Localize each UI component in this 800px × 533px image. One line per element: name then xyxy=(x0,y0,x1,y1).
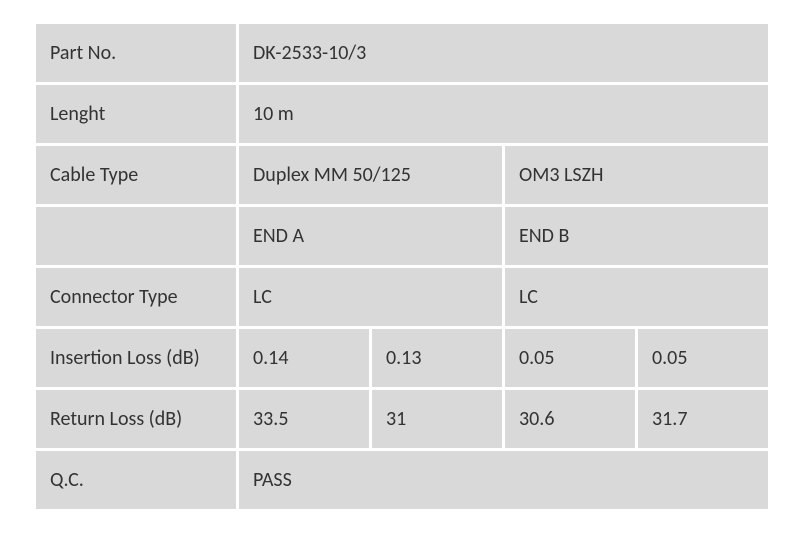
label-blank xyxy=(36,207,236,265)
label-return-loss: Return Loss (dB) xyxy=(36,390,236,448)
value-insertion-loss-1: 0.13 xyxy=(372,329,502,387)
label-insertion-loss: Insertion Loss (dB) xyxy=(36,329,236,387)
value-cable-type-2: OM3 LSZH xyxy=(505,146,768,204)
label-connector-type: Connector Type xyxy=(36,268,236,326)
value-part-no: DK-2533-10/3 xyxy=(239,24,768,82)
value-connector-a: LC xyxy=(239,268,502,326)
value-insertion-loss-3: 0.05 xyxy=(638,329,768,387)
value-connector-b: LC xyxy=(505,268,768,326)
value-return-loss-0: 33.5 xyxy=(239,390,369,448)
label-length: Lenght xyxy=(36,85,236,143)
value-return-loss-2: 30.6 xyxy=(505,390,635,448)
label-part-no: Part No. xyxy=(36,24,236,82)
value-insertion-loss-2: 0.05 xyxy=(505,329,635,387)
label-cable-type: Cable Type xyxy=(36,146,236,204)
value-insertion-loss-0: 0.14 xyxy=(239,329,369,387)
value-return-loss-1: 31 xyxy=(372,390,502,448)
header-end-a: END A xyxy=(239,207,502,265)
value-length: 10 m xyxy=(239,85,768,143)
label-qc: Q.C. xyxy=(36,451,236,509)
value-return-loss-3: 31.7 xyxy=(638,390,768,448)
spec-table: Part No. DK-2533-10/3 Lenght 10 m Cable … xyxy=(36,24,764,509)
value-qc: PASS xyxy=(239,451,768,509)
value-cable-type-1: Duplex MM 50/125 xyxy=(239,146,502,204)
header-end-b: END B xyxy=(505,207,768,265)
